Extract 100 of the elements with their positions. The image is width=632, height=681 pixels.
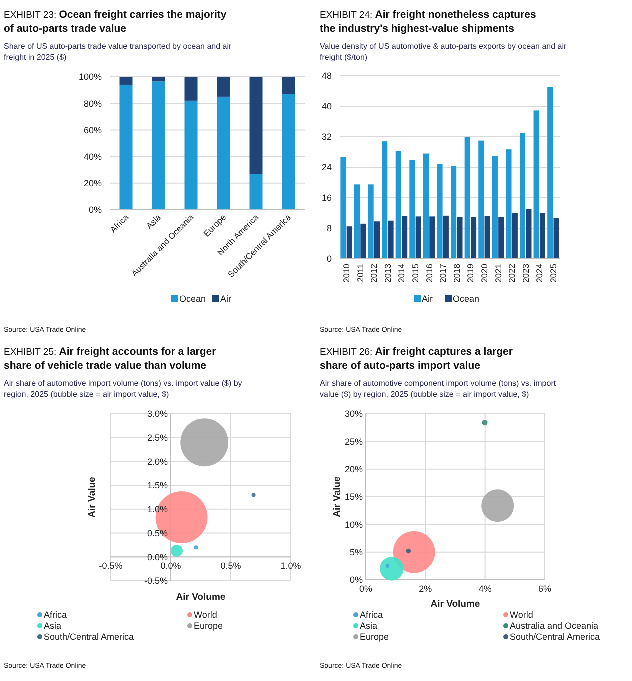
x-tick-label: 2020 <box>479 264 490 283</box>
chart-title: EXHIBIT 23: Ocean freight carries the majority of auto-parts trade value <box>4 9 227 35</box>
x-tick-label: 2012 <box>369 264 380 283</box>
x-tick-label: 2014 <box>396 264 407 283</box>
bar <box>457 217 463 259</box>
x-tick-label: 2018 <box>452 264 462 283</box>
chart-subtitle: Value density of US automotive & auto-parts exports by ocean and air freight ($/ton) <box>320 42 567 62</box>
y-tick-label: 48 <box>322 71 332 82</box>
y-tick-label: 80% <box>84 98 102 109</box>
y-tick-label: 0% <box>88 205 102 216</box>
legend-label: World <box>510 610 534 620</box>
bar <box>410 160 416 259</box>
x-tick-label: 2025 <box>548 264 558 283</box>
bar <box>184 100 198 210</box>
legend-label: Asia <box>360 621 378 631</box>
y-tick-label: -0.5% <box>144 576 168 586</box>
bar <box>346 226 352 259</box>
bar <box>152 77 166 82</box>
y-tick-label: 25% <box>344 436 363 447</box>
x-tick-label: 6% <box>538 584 552 594</box>
y-tick-label: 3.0% <box>147 409 168 420</box>
y-tick-label: 8 <box>326 224 332 234</box>
y-tick-label: 100% <box>78 72 102 82</box>
bar <box>396 151 402 259</box>
x-tick-label: 2% <box>419 584 432 594</box>
x-tick-label: 0.0% <box>160 561 182 572</box>
y-tick-label: 16 <box>322 193 332 204</box>
legend-label: South/Central America <box>44 632 134 642</box>
bar <box>478 140 484 259</box>
bar <box>282 77 296 94</box>
x-tick-label: 2022 <box>507 264 518 283</box>
chart-subtitle: Air share of automotive component import volume (tons) vs. import value ($) by region, 2025 (bubble size = air import value, $) <box>320 379 557 399</box>
legend-label: Ocean <box>453 294 480 304</box>
bar <box>451 166 457 259</box>
bar <box>250 77 263 174</box>
x-tick-label: 2019 <box>466 264 476 283</box>
bar <box>382 142 388 259</box>
chart-title: EXHIBIT 24: Air freight nonetheless captures the industry's highest-value shipments <box>320 9 536 35</box>
y-tick-label: 2.5% <box>147 433 168 444</box>
bar <box>340 157 346 259</box>
legend-label: Air <box>220 294 232 304</box>
legend-label: Air <box>422 294 433 304</box>
chart-title: EXHIBIT 26: Air freight captures a larger share of auto-parts import value <box>320 346 513 372</box>
bar <box>437 164 443 259</box>
legend-label: Ocean <box>180 294 206 304</box>
x-tick-label: 2024 <box>534 264 545 283</box>
bar <box>471 217 477 259</box>
bar <box>217 77 230 97</box>
bar <box>120 77 133 85</box>
y-tick-label: 40% <box>84 152 102 162</box>
bar <box>217 96 230 210</box>
bar <box>423 154 429 259</box>
x-tick-label: 2013 <box>382 264 393 283</box>
legend-label: Africa <box>360 610 384 620</box>
y-tick-label: 1.5% <box>147 480 168 491</box>
x-tick-label: 2011 <box>355 264 366 282</box>
bar <box>430 216 436 259</box>
bar <box>526 209 532 259</box>
y-tick-label: 0 <box>326 254 332 264</box>
bar <box>464 137 470 259</box>
y-tick-label: 32 <box>322 132 332 142</box>
legend-label: Europe <box>194 621 224 631</box>
x-axis-title: Air Volume <box>430 599 480 610</box>
bar <box>120 84 133 210</box>
chart-subtitle: Share of US auto-parts trade value transported by ocean and air freight in 2025 ($) <box>4 42 232 62</box>
y-tick-label: 30% <box>344 409 363 420</box>
y-tick-label: 24 <box>322 162 332 173</box>
y-tick-label: 40 <box>322 102 332 112</box>
y-tick-label: 1.0% <box>147 504 168 515</box>
y-tick-label: 20% <box>344 464 363 474</box>
y-tick-label: 10% <box>344 520 363 530</box>
y-tick-label: 20% <box>84 178 102 189</box>
chart-subtitle: Air share of automotive import volume (tons) vs. import value ($) by region, 2025 (bubble size = air import value, $) <box>4 379 242 399</box>
y-axis-title: Air Value <box>87 477 98 518</box>
legend-label: World <box>194 610 218 620</box>
x-tick-label: -0.5% <box>99 561 123 572</box>
bar <box>282 94 296 210</box>
x-tick-label: 2021 <box>493 264 504 283</box>
bar <box>250 174 263 210</box>
legend-label: South/Central America <box>510 632 600 642</box>
bar <box>388 220 394 259</box>
x-axis-title: Air Volume <box>176 592 226 603</box>
bar <box>534 110 540 259</box>
bar <box>484 216 490 259</box>
legend-label: Asia <box>44 621 62 631</box>
bar <box>512 213 518 259</box>
bar <box>548 87 554 259</box>
bar <box>374 222 380 259</box>
bar <box>498 217 504 259</box>
bar <box>554 218 560 259</box>
x-tick-label: 2023 <box>520 264 531 283</box>
bar <box>540 213 546 259</box>
bar <box>402 216 408 259</box>
y-tick-label: 60% <box>84 125 102 136</box>
x-tick-label: 0% <box>359 584 373 594</box>
bar <box>443 216 449 259</box>
chart-title: EXHIBIT 25: Air freight accounts for a larger share of vehicle trade value than volume <box>4 346 216 372</box>
x-tick-label: 2010 <box>342 264 352 283</box>
legend-label: Australia and Oceania <box>510 621 599 631</box>
bar <box>520 133 526 259</box>
